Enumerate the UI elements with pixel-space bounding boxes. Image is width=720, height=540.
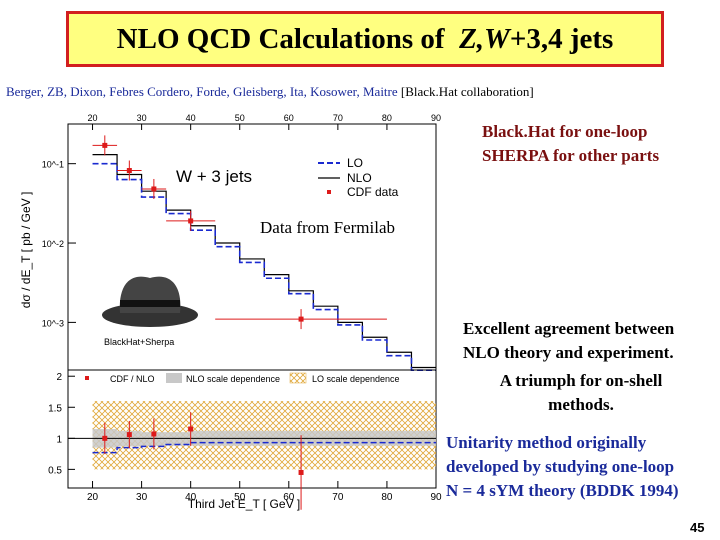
- ratio-point: [126, 432, 132, 438]
- cdf-point: [188, 218, 194, 224]
- ratio-point: [298, 469, 304, 475]
- nlo-scale-band: [166, 432, 191, 446]
- page-number: 45: [690, 520, 705, 535]
- top-x-tick-label: 80: [382, 113, 392, 123]
- title-prefix: NLO QCD Calculations of: [116, 22, 445, 55]
- ratio-x-tick-label: 60: [283, 492, 295, 503]
- ratio-x-tick-label: 40: [185, 492, 197, 503]
- title-suffix: +3,4 jets: [509, 22, 614, 55]
- ratio-x-tick-label: 80: [381, 492, 393, 503]
- top-x-tick-label: 70: [333, 113, 343, 123]
- unitarity-line-1: Unitarity method originally: [446, 433, 647, 452]
- y-axis-label: dσ / dE_T [ pb / GeV ]: [19, 192, 33, 309]
- legend-nlo: NLO: [347, 171, 372, 185]
- triumph-line-1: A triumph for on-shell: [499, 371, 663, 390]
- unitarity-line-2: developed by studying one-loop: [446, 457, 675, 476]
- ratio-point: [188, 426, 194, 432]
- top-x-tick-label: 90: [431, 113, 441, 123]
- triumph-note: A triumph for on-shell methods.: [462, 369, 700, 417]
- ratio-legend-cdf: CDF / NLO: [110, 374, 155, 384]
- top-x-tick-label: 40: [186, 113, 196, 123]
- blackhat-line-1: Black.Hat for one-loop: [482, 122, 648, 141]
- top-y-tick-label: 10^-2: [42, 239, 64, 249]
- cdf-point: [102, 142, 108, 148]
- author-list: Berger, ZB, Dixon, Febres Cordero, Forde…: [6, 84, 534, 100]
- ratio-legend-nlo-swatch: [166, 373, 182, 383]
- legend-lo: LO: [347, 156, 363, 170]
- legend-cdf-marker: [327, 190, 331, 194]
- ratio-y-tick-label: 1.5: [48, 403, 62, 414]
- cdf-point: [126, 168, 132, 174]
- agreement-note: Excellent agreement between NLO theory a…: [463, 317, 674, 365]
- plot-title: W + 3 jets: [176, 167, 252, 186]
- agreement-line-2: NLO theory and experiment.: [463, 343, 674, 362]
- cdf-point: [298, 316, 304, 322]
- cdf-point: [151, 186, 157, 192]
- triumph-line-2: methods.: [548, 395, 614, 414]
- top-y-axis: 10^-1 10^-2 10^-3: [42, 160, 76, 328]
- blackhat-note: Black.Hat for one-loop SHERPA for other …: [482, 120, 659, 168]
- top-x-tick-label: 30: [137, 113, 147, 123]
- ratio-axes: 0.5 1 1.5 2 20 30 40 50 60 70 80 90: [48, 372, 442, 503]
- blackhat-line-2: SHERPA for other parts: [482, 146, 660, 165]
- agreement-line-1: Excellent agreement between: [463, 319, 675, 338]
- collaboration-tag: [Black.Hat collaboration]: [400, 84, 534, 99]
- ratio-legend-lo-swatch: [289, 372, 307, 384]
- top-x-tick-label: 60: [284, 113, 294, 123]
- ratio-x-tick-label: 30: [136, 492, 148, 503]
- title-box: NLO QCD Calculations of Z,W+3,4 jets: [66, 11, 664, 67]
- ratio-legend-nlo: NLO scale dependence: [186, 374, 280, 384]
- ratio-point: [102, 435, 108, 441]
- top-y-tick-label: 10^-3: [42, 318, 64, 328]
- scale-bands: [92, 401, 436, 470]
- top-y-tick-label: 10^-1: [42, 160, 64, 170]
- x-axis-label: Third Jet E_T [ GeV ]: [188, 497, 301, 511]
- top-x-tick-label: 50: [235, 113, 245, 123]
- physics-figure: 20 30 40 50 60 70 80 90 10^-1 10^-2 10^-3 dσ / dE…: [4, 108, 444, 518]
- ratio-data-points: [102, 412, 304, 510]
- top-x-tick-label: 20: [88, 113, 98, 123]
- unitarity-line-3: N = 4 sYM theory (BDDK 1994): [446, 481, 679, 500]
- ratio-y-tick-label: 2: [56, 372, 62, 383]
- blackhat-logo: BlackHat+Sherpa: [102, 276, 198, 347]
- ratio-x-tick-label: 70: [332, 492, 344, 503]
- title-process: Z,W: [459, 22, 510, 55]
- authors-text: Berger, ZB, Dixon, Febres Cordero, Forde…: [6, 84, 398, 99]
- cdf-data-points: [92, 135, 387, 330]
- slide-title: NLO QCD Calculations of Z,W+3,4 jets: [117, 23, 614, 56]
- ratio-x-tick-label: 50: [234, 492, 246, 503]
- ratio-x-tick-label: 20: [87, 492, 99, 503]
- unitarity-note: Unitarity method originally developed by…: [446, 431, 679, 503]
- ratio-legend: CDF / NLO NLO scale dependence LO scale …: [85, 372, 400, 384]
- top-legend: LO NLO CDF data: [318, 156, 399, 199]
- ratio-x-tick-label: 90: [430, 492, 442, 503]
- top-axis-ticks: 20 30 40 50 60 70 80 90: [88, 113, 441, 130]
- data-source-note: Data from Fermilab: [258, 218, 398, 238]
- ratio-legend-marker: [85, 376, 89, 380]
- ratio-point: [151, 431, 157, 437]
- legend-cdf: CDF data: [347, 185, 399, 199]
- logo-label: BlackHat+Sherpa: [104, 337, 174, 347]
- ratio-y-tick-label: 0.5: [48, 465, 62, 476]
- ratio-y-tick-label: 1: [56, 434, 62, 445]
- ratio-legend-lo: LO scale dependence: [312, 374, 400, 384]
